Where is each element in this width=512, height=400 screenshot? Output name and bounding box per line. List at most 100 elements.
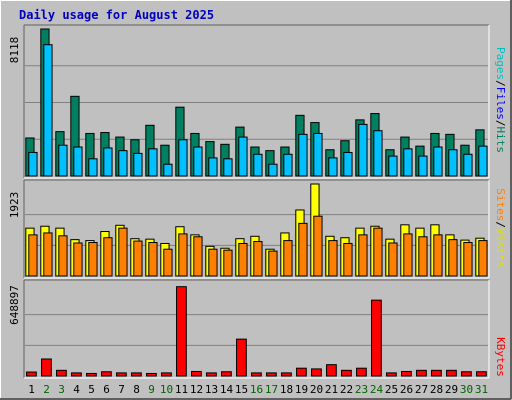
bar-files [388,155,398,177]
bar-sites [193,236,203,277]
x-tick-label: 28 [430,383,443,396]
bar-sites [148,242,158,277]
bar-sites [358,234,368,277]
bar-sites [133,240,143,277]
bar-kbytes [176,286,187,377]
bar-files [478,145,488,177]
bar-sites [178,233,188,277]
bar-kbytes [431,369,442,377]
bar-files [88,158,98,177]
panel-kbytes: 648897 [8,279,490,379]
bar-kbytes [161,372,172,377]
legend-entry: Pages [494,47,507,80]
x-tick-label: 10 [160,383,173,396]
bar-kbytes [41,358,52,377]
x-tick-label: 27 [415,383,428,396]
bar-files [58,144,68,177]
bar-kbytes [146,372,157,377]
bar-sites [208,248,218,277]
bar-sites [43,232,53,277]
bar-files [163,163,173,177]
x-tick-label: 1 [28,383,35,396]
legend-sites-visits: Sites/Visits [494,188,507,268]
bar-kbytes [221,371,232,377]
x-tick-label: 23 [355,383,368,396]
bar-kbytes [116,372,127,377]
x-tick-label: 21 [325,383,338,396]
panel-hits-files-pages: 8118 [8,24,490,179]
x-tick-label: 8 [133,383,140,396]
bar-kbytes [266,372,277,377]
bar-sites [313,215,323,277]
x-tick-label: 31 [475,383,488,396]
x-tick-label: 3 [58,383,65,396]
bar-files [43,44,53,177]
x-tick-label: 11 [175,383,188,396]
bar-kbytes [416,369,427,377]
axis-max-label: 648897 [8,285,21,325]
bar-sites [298,222,308,277]
x-axis-labels: 1 2 3 4 5 6 7 8 9 10 11 12 13 14 15 16 17 18 19 20 21 22 23 24 2… [28,383,488,396]
bar-sites [88,242,98,277]
bar-files [28,151,38,177]
bar-files [358,123,368,177]
x-tick-label: 26 [400,383,413,396]
bar-sites [433,234,443,277]
bar-sites [403,233,413,277]
bar-kbytes [131,372,142,377]
x-tick-label: 15 [235,383,248,396]
bar-sites [118,227,128,277]
x-tick-label: 9 [148,383,155,396]
x-tick-label: 17 [265,383,278,396]
bar-files [373,130,383,177]
bar-sites [418,236,428,277]
bar-files [283,153,293,177]
x-tick-label: 12 [190,383,203,396]
bar-sites [373,227,383,277]
bar-kbytes [251,372,262,377]
bar-sites [268,250,278,277]
bar-kbytes [446,369,457,377]
x-tick-label: 14 [220,383,234,396]
legend-hits-files-pages: Pages/Files/Hits [494,47,507,153]
bar-sites [478,240,488,277]
legend-kbytes: KBytes [494,337,507,377]
bar-files [73,146,83,177]
bar-sites [28,234,38,277]
legend-entry: / [494,80,507,87]
x-tick-label: 7 [118,383,125,396]
x-tick-label: 19 [295,383,308,396]
x-tick-label: 30 [460,383,473,396]
x-tick-label: 24 [370,383,384,396]
x-tick-label: 13 [205,383,218,396]
bar-sites [73,242,83,277]
bar-kbytes [281,372,292,377]
bar-sites [238,242,248,277]
bar-sites [283,240,293,277]
bar-files [418,155,428,177]
bar-kbytes [326,364,337,377]
bar-kbytes [371,299,382,377]
bar-files [448,149,458,177]
svg-text:KBytes: KBytes [494,337,507,377]
bar-files [208,157,218,177]
bar-sites [163,248,173,277]
bar-files [238,136,248,177]
legend-entry: / [494,120,507,127]
legend-entry: / [494,221,507,228]
axis-max-label: 1923 [8,192,21,219]
bar-sites [448,239,458,277]
bar-files [223,158,233,177]
bar-sites [223,249,233,277]
bar-kbytes [236,338,247,377]
x-tick-label: 18 [280,383,293,396]
bar-sites [328,240,338,277]
bar-files [313,132,323,177]
x-tick-label: 5 [88,383,95,396]
legend-entry: Hits [494,127,507,154]
x-tick-label: 29 [445,383,458,396]
bar-files [343,151,353,177]
legend-entry: Sites [494,188,507,221]
bar-kbytes [56,369,67,377]
